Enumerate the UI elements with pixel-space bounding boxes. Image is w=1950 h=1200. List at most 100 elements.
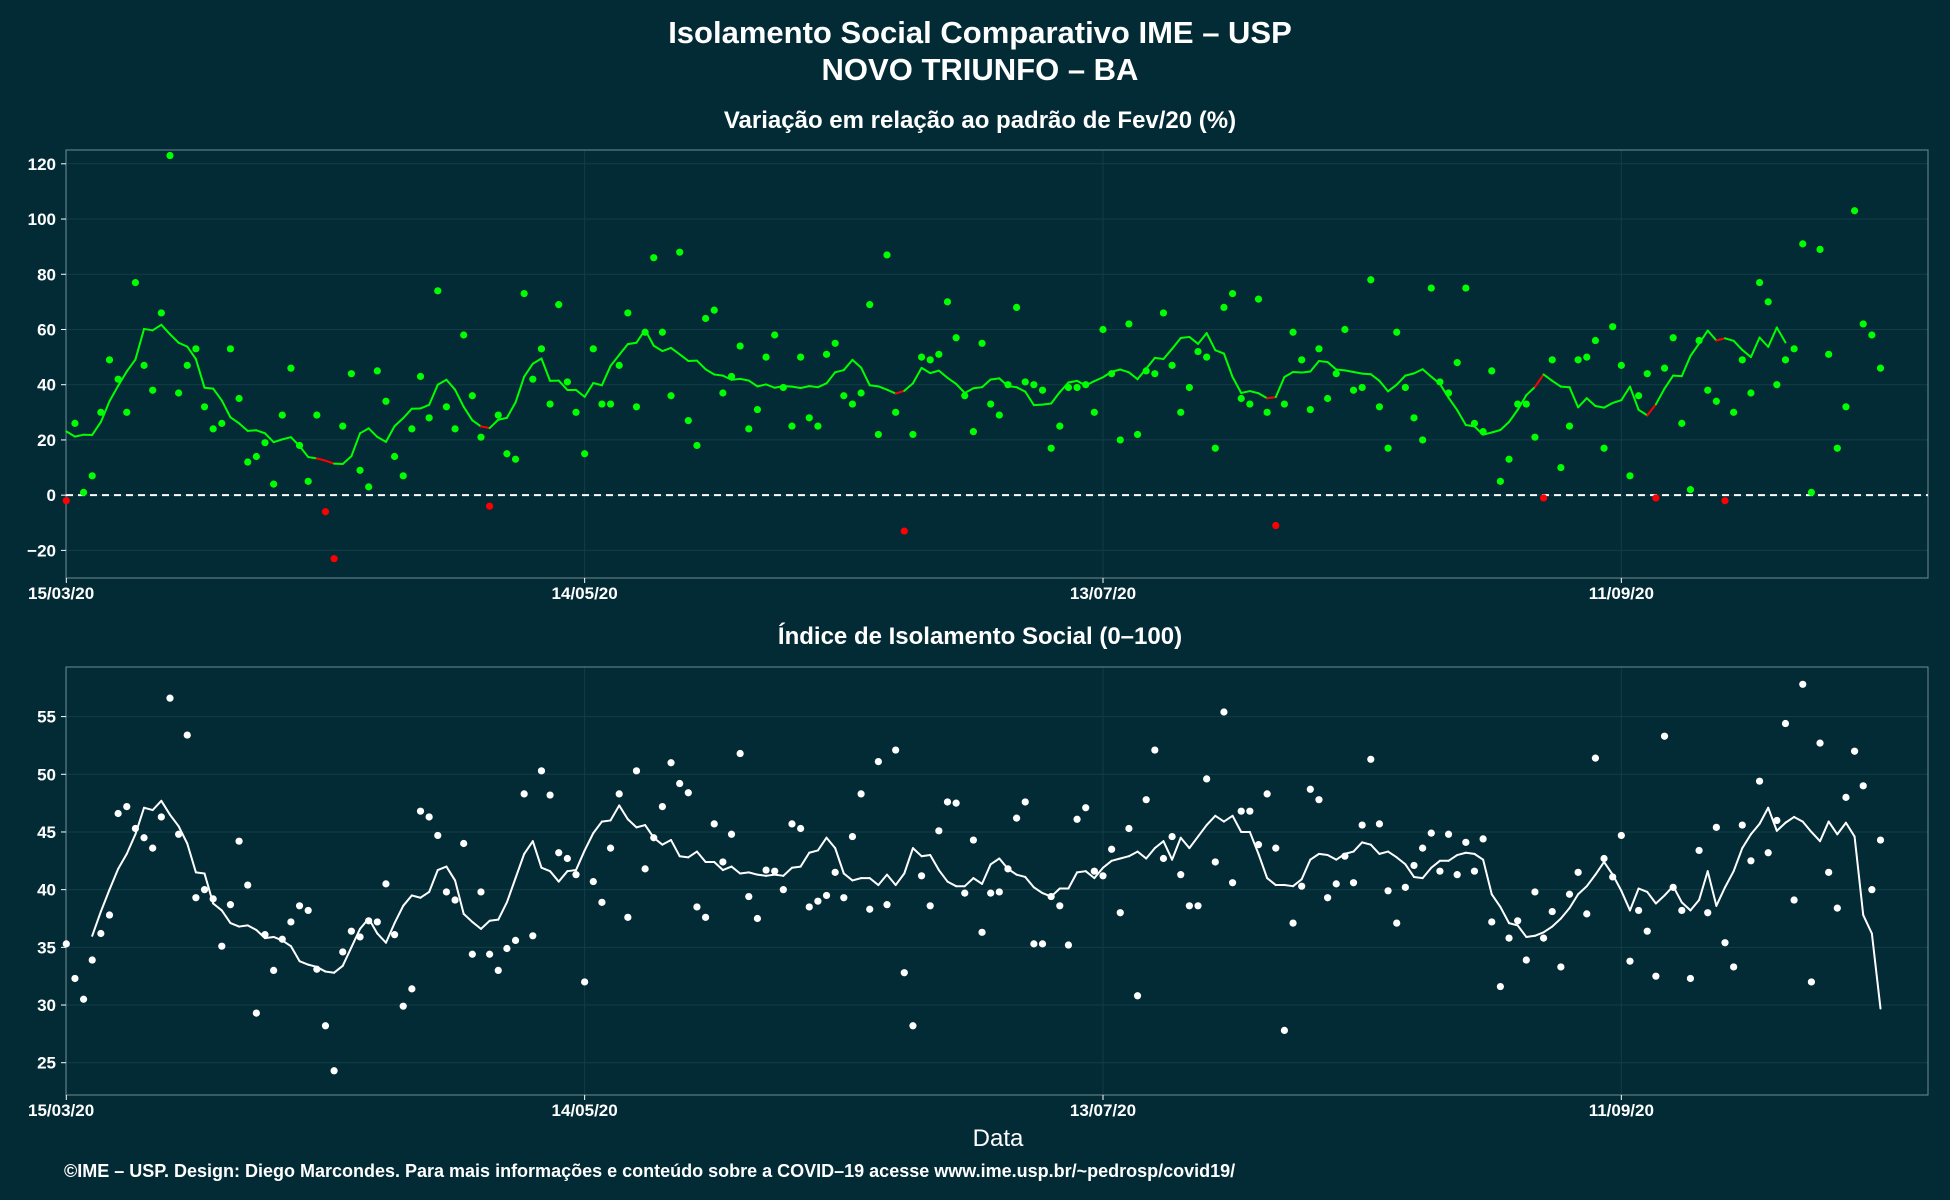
data-point [1514,400,1522,408]
data-point [831,868,839,876]
data-point [1695,846,1703,855]
data-point [1125,320,1133,328]
data-point [1557,963,1565,971]
data-point [676,779,684,788]
moving-average-segment [1585,873,1597,888]
moving-average-segment [747,379,759,388]
moving-average-segment [402,407,413,420]
data-point [693,441,701,450]
moving-average-segment [877,385,889,391]
moving-average-segment [1352,371,1364,375]
data-point [995,411,1003,419]
moving-average-segment [868,384,880,388]
moving-average-segment [1680,901,1692,912]
moving-average-segment [989,377,1001,381]
x-tick-label: 15/03/20 [28,584,94,603]
data-point [848,400,857,408]
moving-average-segment [298,960,310,966]
data-point [1669,334,1677,342]
data-point [1064,941,1073,949]
moving-average-segment [168,813,180,828]
data-point [442,403,451,411]
data-point [1159,854,1168,863]
data-point [88,472,96,480]
data-point [131,824,140,833]
data-point [1868,331,1876,339]
y-tick-label: 55 [37,708,56,727]
moving-average-segment [670,839,681,858]
data-point [537,345,546,353]
moving-average-segment [1533,931,1545,937]
moving-average-segment [1594,860,1606,876]
data-point [1341,325,1349,334]
data-point [1505,934,1513,942]
moving-average-segment [1844,821,1856,838]
data-point [529,375,537,383]
moving-average-segment [341,946,353,967]
data-point [1401,883,1409,891]
data-point [658,802,666,811]
moving-average-segment [272,438,284,444]
data-point [1410,861,1418,870]
moving-average-segment [1378,850,1390,855]
data-point [1315,345,1323,353]
data-point [226,345,235,353]
moving-average-segment [212,387,223,402]
moving-average-segment [808,385,819,389]
moving-average-segment [540,357,552,382]
moving-average-segment [687,850,698,859]
moving-average-segment [860,366,871,387]
data-point [1583,353,1591,361]
moving-average-segment [1499,905,1511,925]
moving-average-segment [168,333,180,344]
data-point [399,1002,407,1010]
data-point [814,422,822,430]
data-point [123,408,131,416]
moving-average-segment [1775,326,1787,344]
data-point [606,400,615,408]
moving-average-segment [402,894,413,907]
x-tick-label: 13/07/20 [1070,584,1136,603]
data-point [1462,838,1470,846]
data-point [235,394,243,403]
moving-average-segment [1222,814,1234,823]
moving-average-segment [816,382,828,389]
data-point [1635,392,1643,400]
data-point [71,974,79,983]
data-point [814,897,822,905]
moving-average-segment [730,865,742,875]
moving-average-segment [488,418,500,430]
data-point [451,896,459,904]
data-point [1272,844,1280,852]
data-point [1591,754,1600,762]
data-point [650,834,658,842]
moving-average-segment [549,870,560,883]
moving-average-segment [756,873,768,877]
data-point [1842,403,1850,411]
moving-average-segment [419,403,431,410]
moving-average-segment [471,920,482,930]
moving-average-segment [825,371,837,385]
moving-average-segment [108,384,120,403]
moving-average-segment [1024,875,1035,889]
data-point [468,950,476,958]
data-point [1626,472,1634,480]
data-point [252,1009,260,1017]
moving-average-segment [609,353,621,367]
data-point [606,844,615,852]
data-point [1384,444,1392,452]
moving-average-segment [989,857,1001,866]
moving-average-segment [531,840,543,869]
data-point [952,799,960,807]
moving-average-segment [1456,409,1467,427]
moving-average-segment [911,847,923,858]
moving-average-segment [315,457,327,462]
data-point [883,901,891,909]
data-point [1730,963,1738,971]
moving-average-segment [842,358,854,372]
moving-average-segment [428,383,439,406]
moving-average-segment [747,871,759,876]
plot-frame [65,666,1929,1096]
moving-average-segment [1654,894,1666,905]
x-tick-label: 11/09/20 [1589,584,1654,603]
